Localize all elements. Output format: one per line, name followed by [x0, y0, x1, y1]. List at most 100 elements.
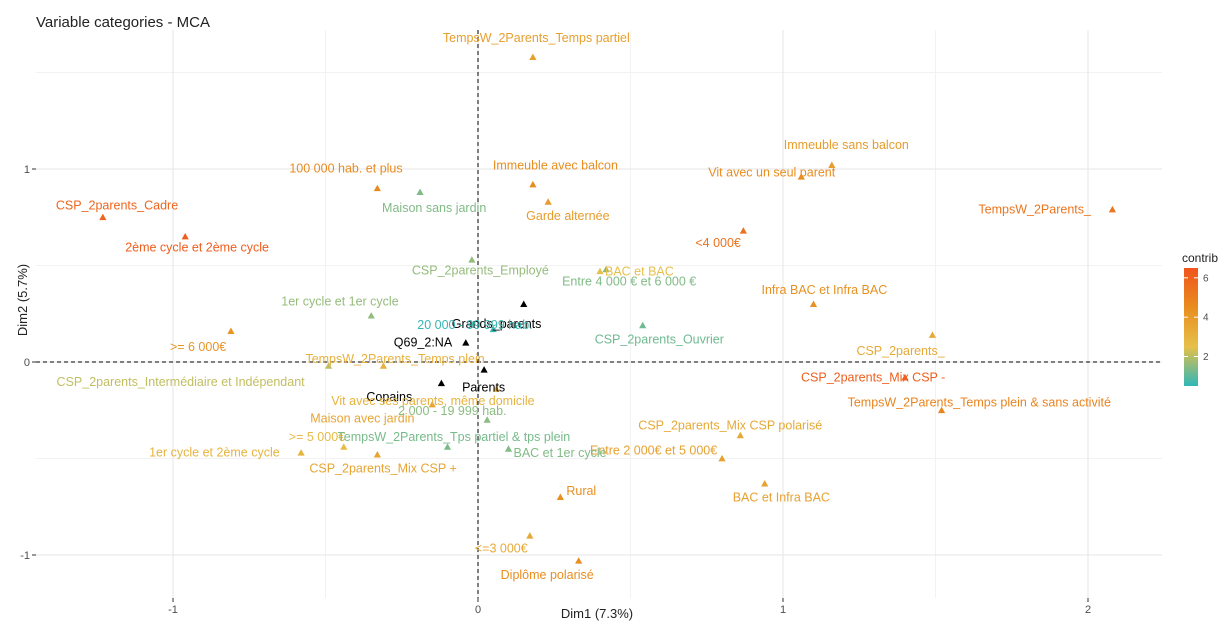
point-marker	[739, 227, 747, 234]
grid	[36, 30, 1162, 598]
x-tick-label: -1	[168, 604, 178, 616]
point-marker	[526, 532, 534, 539]
point-marker	[443, 443, 452, 450]
point-marker	[379, 362, 388, 369]
y-axis-label: Dim2 (5.7%)	[15, 264, 30, 336]
point-label: Maison sans jardin	[382, 201, 486, 215]
point-label: 2ème cycle et 2ème cycle	[125, 241, 269, 255]
point-label: CSP_2parents_Intermédiaire et Indépendan…	[57, 375, 306, 389]
point-marker	[227, 327, 235, 334]
legend: contrib 2 4 6	[1182, 251, 1218, 386]
point-marker	[797, 173, 805, 180]
reference-lines	[36, 30, 1162, 598]
legend-title: contrib	[1182, 251, 1218, 265]
point-marker	[504, 445, 513, 452]
point-label: CSP_2parents_Mix CSP polarisé	[638, 418, 822, 432]
point-marker	[938, 406, 946, 414]
point-label: 2 000 - 19 999 hab.	[398, 404, 506, 418]
point-label: CSP_2parents_Employé	[412, 264, 549, 278]
point-marker	[596, 267, 604, 275]
point-marker	[639, 321, 647, 329]
point-label: TempsW_2Parents_Temps plein & sans activ…	[848, 395, 1111, 409]
point-marker	[520, 300, 528, 307]
point-marker	[575, 557, 583, 564]
point-marker	[1108, 205, 1116, 213]
point-marker	[529, 180, 537, 188]
axis-ticks: -1 0 1 2 -1 0 1	[20, 164, 1091, 616]
point-label: Copains	[366, 390, 412, 404]
point-marker	[556, 493, 564, 500]
point-marker	[736, 431, 744, 439]
point-marker	[297, 449, 305, 456]
point-label: Garde alternée	[526, 209, 609, 223]
chart-subtitle: Variable categories - MCA	[36, 14, 210, 31]
points	[99, 53, 1116, 564]
point-marker	[809, 300, 818, 307]
point-marker	[529, 53, 537, 60]
point-label: <=3 000€	[475, 542, 528, 556]
point-marker	[324, 362, 333, 369]
point-marker	[181, 232, 189, 240]
point-marker	[928, 331, 937, 338]
point-label: Maison avec jardin	[310, 411, 414, 425]
point-label: CSP_2parents_Mix CSP -	[801, 370, 945, 384]
x-tick-label: 0	[475, 604, 481, 616]
point-label: Vit avec ses parents, même domicile	[331, 394, 534, 408]
point-label: CSP_2parents_Mix CSP +	[309, 462, 456, 476]
point-marker	[828, 161, 836, 169]
point-label: Entre 2 000€ et 5 000€	[590, 444, 717, 458]
legend-colorbar	[1184, 268, 1198, 386]
point-label: Grands_parents	[452, 317, 542, 331]
y-tick-label: 0	[24, 357, 30, 369]
point-marker	[480, 366, 488, 373]
point-label: Immeuble sans balcon	[784, 138, 909, 152]
point-label: Immeuble avec balcon	[493, 158, 618, 172]
point-marker	[416, 188, 424, 196]
point-label: Vit avec un seul parent	[708, 166, 835, 180]
point-marker	[544, 198, 552, 205]
point-label: Infra BAC et Infra BAC	[762, 283, 888, 297]
point-label: BAC et 1er cycle	[514, 446, 607, 460]
point-label: CSP_2parents_Cadre	[56, 198, 178, 212]
point-label: BAC et BAC	[605, 264, 674, 278]
point-label: 100 000 hab. et plus	[289, 161, 402, 175]
point-label: TempsW_2Parents_Temps plein	[305, 352, 484, 366]
x-axis-label: Dim1 (7.3%)	[561, 606, 633, 621]
point-marker	[367, 312, 375, 319]
point-marker	[718, 454, 726, 462]
point-marker	[462, 339, 470, 346]
y-tick-label: 1	[24, 164, 30, 176]
point-labels: TempsW_2Parents_Temps partiel Immeuble sa…	[56, 31, 1111, 582]
point-marker	[489, 325, 497, 333]
point-marker	[602, 265, 610, 273]
legend-tick-label: 4	[1203, 313, 1209, 324]
x-tick-label: 1	[780, 604, 786, 616]
x-tick-label: 2	[1085, 604, 1091, 616]
point-label: Q69_2:NA	[394, 336, 453, 350]
y-tick-label: -1	[20, 550, 30, 562]
point-marker	[468, 256, 476, 263]
point-label: BAC et Infra BAC	[733, 491, 830, 505]
point-marker	[483, 416, 491, 423]
point-label: TempsW_2Parents_Temps partiel	[443, 31, 630, 45]
point-marker	[373, 184, 381, 192]
point-label: TempsW_2Parents_	[978, 203, 1092, 217]
point-label: Diplôme polarisé	[501, 568, 594, 582]
point-marker	[437, 379, 445, 387]
point-marker	[901, 373, 909, 381]
point-label: Parents	[462, 381, 505, 395]
point-label: TempsW_2Parents_Tps partiel & tps plein	[338, 430, 571, 444]
point-label: CSP_2parents_	[856, 344, 945, 358]
point-marker	[99, 213, 107, 221]
point-label: CSP_2parents_Ouvrier	[595, 332, 724, 346]
point-label: Entre 4 000 € et 6 000 €	[562, 274, 696, 288]
point-marker	[428, 400, 436, 408]
point-marker	[761, 479, 769, 487]
point-label: 20 000 - 99 999 hab.	[417, 318, 532, 332]
point-label: >= 5 000€	[289, 430, 345, 444]
point-label: <4 000€	[695, 236, 741, 250]
point-label: 1er cycle et 2ème cycle	[149, 446, 280, 460]
legend-tick-label: 6	[1203, 273, 1209, 284]
point-label: >= 6 000€	[170, 340, 226, 354]
point-marker	[373, 451, 381, 458]
